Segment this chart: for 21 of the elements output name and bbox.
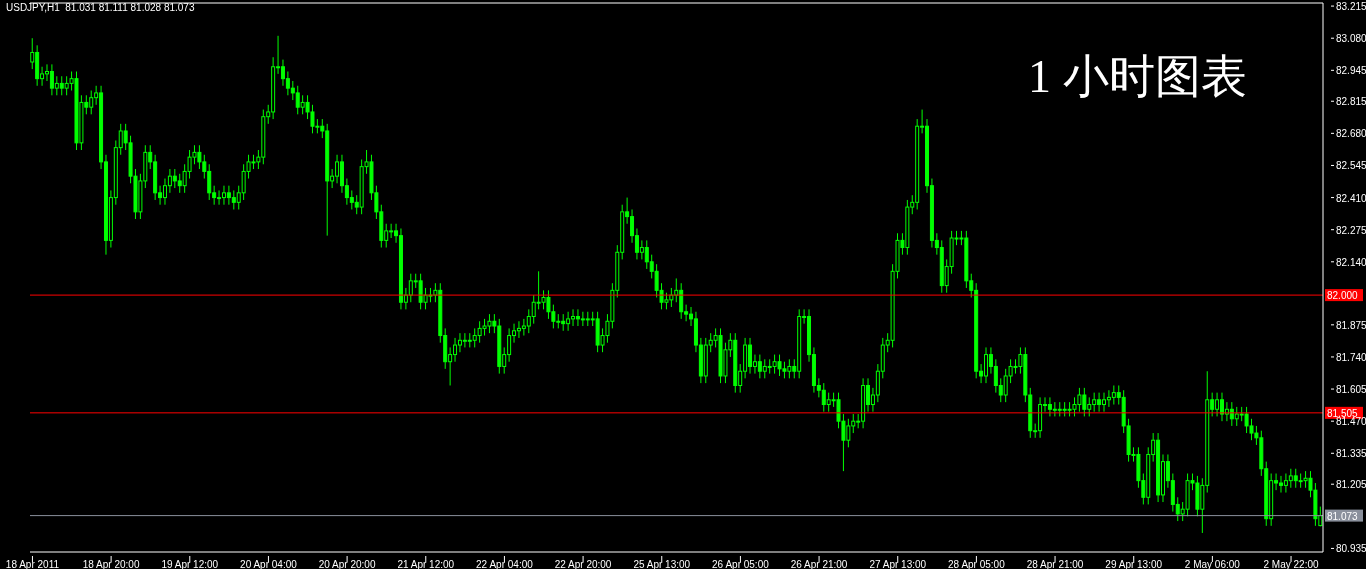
annotation: 1 小时图表 (1028, 50, 1247, 104)
y-tick-label: 83.215 (1336, 1, 1366, 13)
y-tick-label: 80.935 (1336, 543, 1366, 555)
y-tick-label: 82.545 (1336, 160, 1366, 172)
y-tick-label: 81.335 (1336, 448, 1366, 460)
y-tick-label: 81.740 (1336, 351, 1366, 363)
y-tick-label: 82.410 (1336, 192, 1366, 204)
y-tick-label: 83.080 (1336, 33, 1366, 45)
y-tick-label: 82.815 (1336, 96, 1366, 108)
y-tick-label: 81.470 (1336, 416, 1366, 428)
y-tick-label: 81.605 (1336, 384, 1366, 396)
y-tick-label: 81.205 (1336, 479, 1366, 491)
ref-line-label: 81.073 (1327, 510, 1359, 522)
y-tick-label: 82.945 (1336, 65, 1366, 77)
ref-line-label: 81.505 (1327, 407, 1359, 419)
y-tick-label: 82.140 (1336, 256, 1366, 268)
ref-line-label: 82.000 (1327, 290, 1359, 302)
y-tick-label: 82.275 (1336, 224, 1366, 236)
y-tick-label: 82.680 (1336, 128, 1366, 140)
chart-title: USDJPY,H1 81.031 81.111 81.028 81.073 (6, 2, 195, 13)
y-tick-label: 81.875 (1336, 319, 1366, 331)
